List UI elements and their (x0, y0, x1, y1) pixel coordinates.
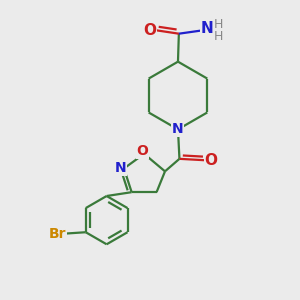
Text: N: N (115, 161, 126, 176)
Text: H: H (214, 30, 223, 43)
Text: N: N (172, 122, 184, 136)
Text: O: O (205, 153, 218, 168)
Text: O: O (137, 144, 148, 158)
Text: Br: Br (49, 227, 67, 241)
Text: O: O (143, 23, 157, 38)
Text: H: H (214, 18, 223, 32)
Text: N: N (201, 21, 214, 36)
